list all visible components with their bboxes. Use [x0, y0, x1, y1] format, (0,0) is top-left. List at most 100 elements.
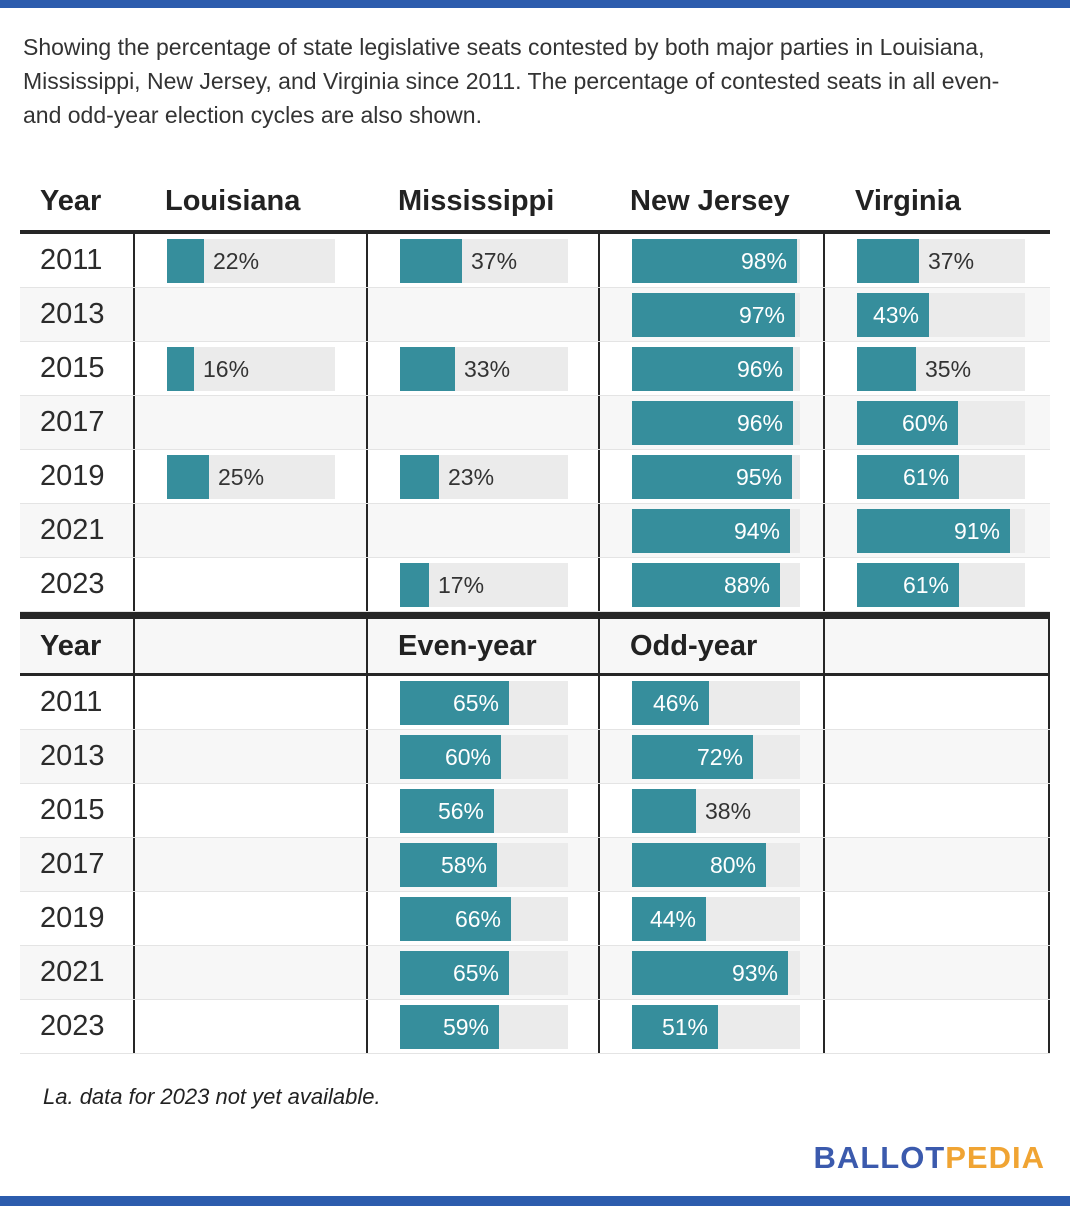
- bar-cell: 59%: [368, 1000, 600, 1053]
- bar-cell: 44%: [600, 892, 825, 945]
- bar-label: 97%: [738, 301, 785, 328]
- table-row: 2021 94% 91%: [20, 504, 1050, 558]
- table-row: 2013 97% 43%: [20, 288, 1050, 342]
- bar-track: 66%: [400, 896, 568, 941]
- bar-track: 44%: [632, 896, 800, 941]
- bar-cell: 97%: [600, 288, 825, 341]
- bar-track: 96%: [632, 400, 800, 445]
- bar-fill: 98%: [632, 238, 797, 283]
- bar-fill: 43%: [857, 292, 929, 337]
- bar-fill: 66%: [400, 896, 511, 941]
- bar-cell: 60%: [368, 730, 600, 783]
- bar-cell: 16%: [135, 342, 368, 395]
- bar-fill: 94%: [632, 508, 790, 553]
- bar-label: 37%: [471, 247, 518, 274]
- empty-cell: [135, 784, 368, 837]
- bar-fill: 91%: [857, 508, 1010, 553]
- infographic: Showing the percentage of state legislat…: [0, 30, 1070, 1110]
- bar-fill: 59%: [400, 1004, 499, 1049]
- cycle-table: Year Even-year Odd-year 2011 65% 46% 2013 60% 72…: [20, 612, 1050, 1054]
- bar-track: 38%: [632, 788, 800, 833]
- bar-cell: 46%: [600, 676, 825, 729]
- bar-label: 98%: [740, 247, 787, 274]
- bar-track: 60%: [857, 400, 1025, 445]
- bar-track: 60%: [400, 734, 568, 779]
- bar-track: 65%: [400, 950, 568, 995]
- bar-cell: 25%: [135, 450, 368, 503]
- bar-cell: 37%: [368, 234, 600, 287]
- bar-fill: 80%: [632, 842, 766, 887]
- bar-track: 22%: [167, 238, 335, 283]
- bar-track: 97%: [632, 292, 800, 337]
- bar-fill: 97%: [632, 292, 795, 337]
- bar-fill: [400, 562, 429, 607]
- bar-label: 93%: [731, 959, 778, 986]
- bar-track: 94%: [632, 508, 800, 553]
- bar-fill: [167, 454, 209, 499]
- year-cell: 2013: [20, 288, 135, 341]
- bar-label: 65%: [452, 959, 499, 986]
- bar-cell: 72%: [600, 730, 825, 783]
- year-cell: 2023: [20, 558, 135, 611]
- bar-track: 65%: [400, 680, 568, 725]
- bar-cell: 96%: [600, 342, 825, 395]
- bar-label: 80%: [709, 851, 756, 878]
- bar-fill: 60%: [857, 400, 958, 445]
- bar-cell: 95%: [600, 450, 825, 503]
- bar-label: 23%: [448, 463, 495, 490]
- bar-track: 61%: [857, 454, 1025, 499]
- empty-cell: [135, 838, 368, 891]
- bar-cell: 56%: [368, 784, 600, 837]
- empty-cell: [135, 1000, 368, 1053]
- year-cell: 2023: [20, 1000, 135, 1053]
- bar-track: 17%: [400, 562, 568, 607]
- bar-fill: 95%: [632, 454, 792, 499]
- bar-track: 95%: [632, 454, 800, 499]
- bar-label: 35%: [925, 355, 972, 382]
- empty-cell: [135, 396, 368, 449]
- bar-cell: 38%: [600, 784, 825, 837]
- bar-fill: 88%: [632, 562, 780, 607]
- table-row: 2019 66% 44%: [20, 892, 1050, 946]
- table-row: 2023 17% 88% 61%: [20, 558, 1050, 612]
- bar-fill: 65%: [400, 680, 509, 725]
- table-row: 2011 22% 37% 98% 37%: [20, 234, 1050, 288]
- bar-label: 59%: [442, 1013, 489, 1040]
- bar-cell: 23%: [368, 450, 600, 503]
- bar-fill: 58%: [400, 842, 497, 887]
- bar-fill: 96%: [632, 346, 793, 391]
- bar-track: 37%: [400, 238, 568, 283]
- bar-fill: 61%: [857, 454, 959, 499]
- bar-label: 22%: [213, 247, 260, 274]
- year-cell: 2019: [20, 450, 135, 503]
- empty-cell: [825, 784, 1050, 837]
- bar-label: 38%: [705, 797, 752, 824]
- bar-track: 72%: [632, 734, 800, 779]
- bar-label: 16%: [203, 355, 250, 382]
- bar-cell: 65%: [368, 676, 600, 729]
- state-table: Year Louisiana Mississippi New Jersey Virgin…: [20, 172, 1050, 612]
- year-cell: 2011: [20, 676, 135, 729]
- bar-track: 43%: [857, 292, 1025, 337]
- bar-label: 56%: [437, 797, 484, 824]
- bar-label: 61%: [902, 463, 949, 490]
- bar-track: 88%: [632, 562, 800, 607]
- bar-cell: 43%: [825, 288, 1050, 341]
- bar-cell: 37%: [825, 234, 1050, 287]
- bar-label: 25%: [218, 463, 265, 490]
- column-header: Odd-year: [600, 619, 825, 673]
- bar-label: 96%: [736, 409, 783, 436]
- bar-cell: 94%: [600, 504, 825, 557]
- year-cell: 2015: [20, 342, 135, 395]
- year-cell: 2021: [20, 504, 135, 557]
- bar-fill: 56%: [400, 788, 494, 833]
- bar-track: 23%: [400, 454, 568, 499]
- bar-fill: 44%: [632, 896, 706, 941]
- bar-fill: 46%: [632, 680, 709, 725]
- bar-label: 60%: [444, 743, 491, 770]
- table-row: 2017 96% 60%: [20, 396, 1050, 450]
- table-row: 2011 65% 46%: [20, 676, 1050, 730]
- bar-fill: [400, 346, 455, 391]
- year-cell: 2017: [20, 838, 135, 891]
- bar-cell: 61%: [825, 558, 1050, 611]
